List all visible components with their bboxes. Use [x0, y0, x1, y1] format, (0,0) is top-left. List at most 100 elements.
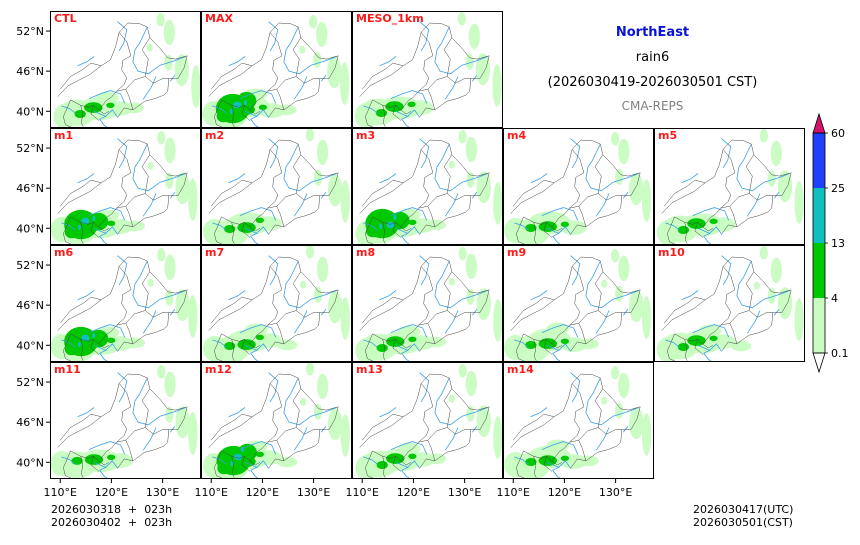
province-border	[543, 222, 553, 238]
river-line	[595, 193, 610, 217]
map-panel-m2: m2	[201, 128, 352, 245]
river-line	[228, 173, 246, 184]
panel-label: m9	[507, 246, 526, 259]
province-border	[241, 456, 251, 472]
province-border	[214, 333, 225, 362]
river-line	[570, 138, 581, 169]
rain-area	[458, 247, 467, 261]
rain-area	[458, 130, 467, 144]
river-line	[514, 222, 529, 231]
river-line	[530, 290, 548, 301]
rain-area	[615, 168, 624, 185]
rain-area	[355, 454, 379, 479]
province-border	[90, 339, 100, 355]
province-border	[125, 206, 134, 227]
lat-tick-label: 40°N	[16, 105, 44, 118]
river-line	[132, 26, 186, 75]
title-region: NorthEast	[615, 25, 690, 40]
river-line	[93, 110, 107, 117]
river-line	[471, 74, 478, 82]
province-border	[249, 266, 283, 345]
colorbar-label: 13	[831, 237, 845, 250]
river-line	[736, 143, 790, 192]
rain-area	[397, 325, 421, 338]
river-line	[117, 255, 128, 286]
river-line	[541, 207, 579, 221]
rain-area	[258, 104, 267, 111]
rain-area	[458, 364, 467, 378]
rain-area	[476, 171, 491, 204]
province-border	[400, 266, 434, 345]
province-border	[359, 22, 490, 118]
coastline	[552, 343, 571, 362]
lat-tick-label: 40°N	[16, 222, 44, 235]
rain-area	[767, 170, 776, 187]
lon-tick-label: 120°E	[548, 486, 581, 499]
province-border	[80, 105, 84, 127]
panel-frame	[201, 245, 352, 362]
rain-area	[448, 277, 455, 286]
province-border	[365, 216, 376, 245]
lon-tick-label: 130°E	[297, 486, 330, 499]
province-border	[249, 149, 283, 228]
lon-tick-label: 130°E	[448, 486, 481, 499]
rain-area	[475, 53, 491, 86]
province-border	[362, 179, 404, 207]
rain-area	[77, 224, 81, 230]
rain-area	[124, 337, 145, 349]
rain-area	[468, 23, 480, 50]
rain-area	[157, 365, 166, 379]
province-border	[510, 256, 641, 352]
rain-area	[165, 289, 174, 306]
river-line	[390, 441, 428, 455]
rain-area	[305, 128, 315, 142]
rain-area	[618, 372, 630, 399]
rain-area	[611, 132, 620, 146]
colorbar-segment	[813, 243, 825, 298]
river-line	[228, 56, 246, 67]
river-line	[320, 308, 327, 316]
colorbar-segment	[813, 298, 825, 353]
province-border	[362, 62, 404, 90]
rain-area	[770, 257, 782, 284]
panel-label: CTL	[54, 12, 77, 25]
province-border	[392, 339, 402, 355]
river-line	[142, 310, 157, 334]
province-border	[372, 450, 412, 466]
rain-area	[385, 101, 404, 112]
rain-area	[493, 299, 503, 342]
province-border	[241, 222, 251, 238]
panel-label: m14	[507, 363, 534, 376]
rain-area	[492, 64, 502, 107]
rain-area	[642, 179, 652, 222]
river-line	[293, 310, 308, 334]
province-border	[400, 383, 434, 462]
rain-area	[316, 21, 328, 48]
province-border	[513, 413, 555, 441]
lon-tick-label: 110°E	[497, 486, 530, 499]
province-border	[80, 222, 84, 244]
province-border	[63, 333, 74, 362]
river-line	[721, 138, 732, 169]
panel-label: m13	[356, 363, 383, 376]
river-line	[546, 227, 560, 234]
river-line	[293, 193, 308, 217]
rain-area	[560, 455, 569, 461]
river-line	[61, 222, 76, 231]
province-border	[578, 323, 587, 344]
river-line	[390, 90, 428, 104]
rain-area	[327, 408, 343, 441]
rain-area	[777, 170, 793, 203]
river-line	[77, 173, 95, 184]
rain-area	[476, 405, 491, 438]
province-border	[533, 456, 537, 478]
panel-frame	[352, 362, 503, 479]
river-line	[293, 427, 308, 451]
river-line	[746, 193, 761, 217]
rain-area	[448, 160, 455, 169]
province-border	[729, 206, 738, 227]
rain-area	[276, 104, 297, 116]
rain-area	[601, 396, 608, 405]
river-line	[379, 56, 397, 67]
river-line	[320, 74, 327, 82]
